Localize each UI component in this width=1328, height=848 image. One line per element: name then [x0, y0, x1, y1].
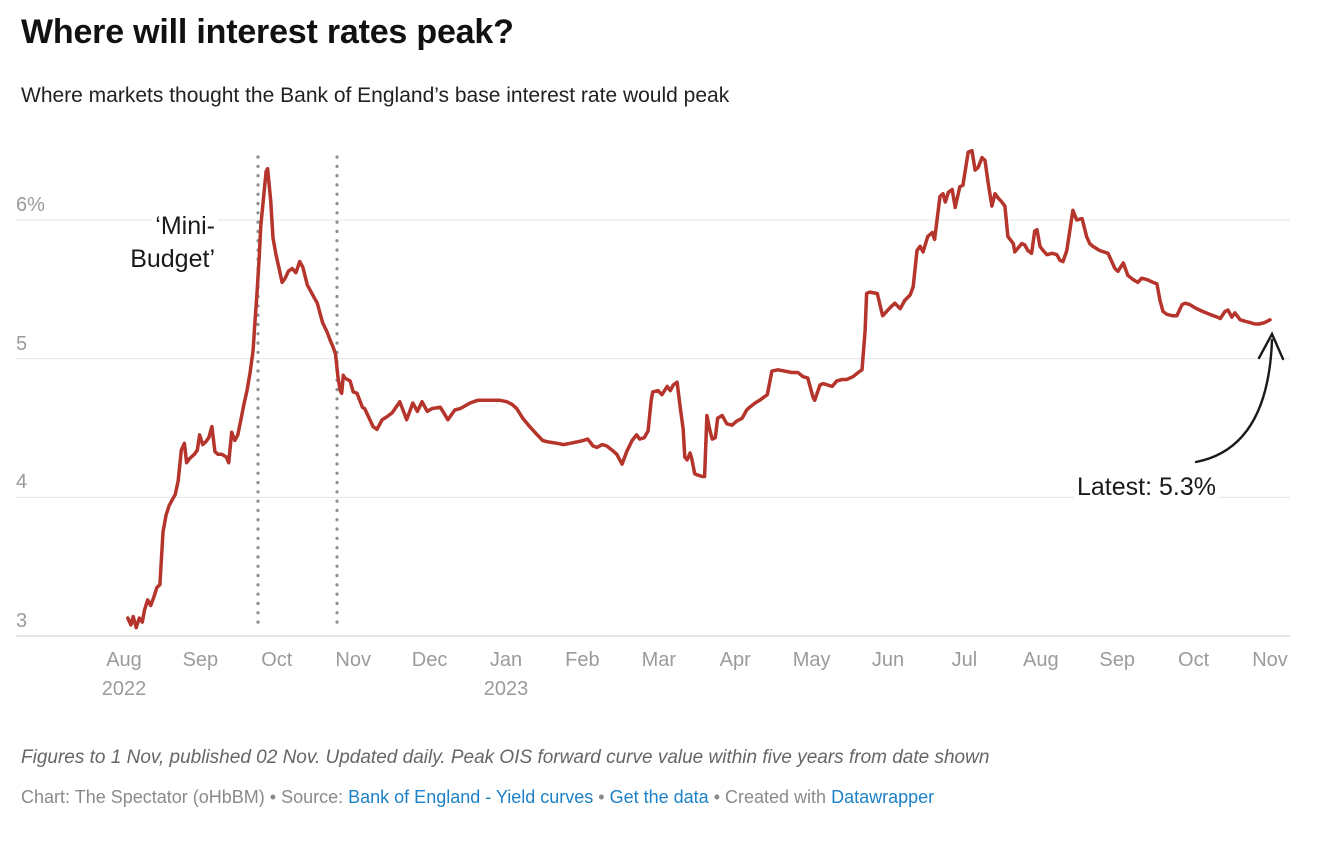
- x-tick-label: Aug 2022: [101, 649, 147, 700]
- x-tick-label: Jan 2023: [483, 649, 529, 700]
- x-tick-label: Sep: [182, 649, 219, 671]
- source-label: Source:: [281, 787, 344, 807]
- page-title: Where will interest rates peak?: [21, 13, 514, 51]
- event-line-layer: [256, 155, 339, 633]
- latest-arrow: [1194, 331, 1285, 464]
- x-tick-label: Nov: [335, 649, 371, 671]
- annotation-mini-budget-line1: ‘Mini-: [152, 212, 218, 240]
- annotation-latest-text: Latest: 5.3%: [1074, 473, 1219, 501]
- x-tick-label: Oct: [261, 649, 293, 671]
- source-link[interactable]: Bank of England - Yield curves: [348, 787, 594, 807]
- x-tick-label: Feb: [565, 649, 600, 671]
- y-tick-label: 5: [16, 332, 28, 355]
- annotation-mini-budget-line2: Budget’: [127, 245, 218, 273]
- byline-credit: Chart: The Spectator (oHbBM): [21, 787, 265, 807]
- annotation-mini-budget: ‘Mini- Budget’: [78, 210, 218, 276]
- datawrapper-link[interactable]: Datawrapper: [831, 787, 935, 807]
- get-data-link[interactable]: Get the data: [609, 787, 709, 807]
- x-tick-label: Sep: [1099, 649, 1135, 671]
- created-with-label: Created with: [725, 787, 827, 807]
- x-tick-label: Jul: [951, 649, 978, 671]
- y-tick-label: 4: [16, 471, 28, 494]
- y-tick-label: 3: [16, 610, 28, 632]
- chart-subtitle: Where markets thought the Bank of Englan…: [21, 84, 730, 107]
- x-tick-label: Nov: [1252, 649, 1288, 671]
- byline: Chart: The Spectator (oHbBM) • Source: Ban…: [21, 787, 934, 808]
- x-tick-label: Mar: [641, 649, 677, 671]
- byline-separator: •: [598, 787, 605, 807]
- x-tick-label: Aug: [1023, 649, 1059, 671]
- x-tick-label: Apr: [719, 649, 751, 671]
- x-tick-label: Oct: [1178, 649, 1210, 671]
- annotation-latest: Latest: 5.3%: [1074, 471, 1219, 504]
- y-tick-label: 6%: [16, 193, 45, 216]
- byline-separator: •: [713, 787, 720, 807]
- footnote: Figures to 1 Nov, published 02 Nov. Upda…: [21, 747, 990, 768]
- x-tick-label: Dec: [411, 649, 448, 671]
- gridline-layer: [16, 219, 1290, 637]
- x-tick-label: Jun: [871, 649, 905, 671]
- series-line: [126, 148, 1272, 630]
- byline-separator: •: [269, 787, 277, 807]
- x-tick-label: May: [792, 649, 831, 671]
